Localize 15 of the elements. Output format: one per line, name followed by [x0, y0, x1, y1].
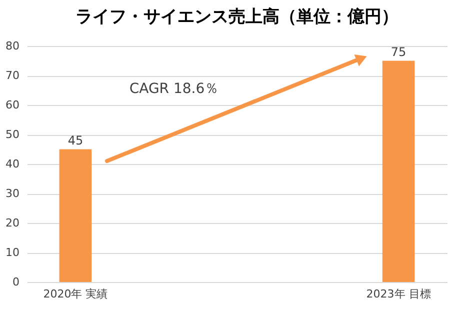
y-tick-label: 10 — [6, 246, 20, 259]
y-tick-label: 30 — [6, 187, 20, 200]
y-tick-label: 70 — [6, 69, 20, 82]
y-tick-label: 60 — [6, 98, 20, 112]
data-label: 45 — [68, 133, 84, 148]
y-tick-label: 0 — [12, 276, 20, 288]
x-tick-label: 2020年 実績 — [43, 288, 108, 300]
y-tick-label: 20 — [6, 216, 20, 230]
annotation: CAGR 18.6％ — [129, 81, 219, 97]
y-tick-label: 80 — [6, 40, 20, 52]
y-tick-label: 50 — [6, 128, 20, 141]
y-tick-label: 40 — [6, 158, 20, 170]
x-tick-label: 2023年 目標 — [366, 288, 431, 300]
data-label: 75 — [390, 44, 406, 59]
chart-title: ライフ・サイエンス売上高（単位：億円） — [76, 7, 398, 27]
